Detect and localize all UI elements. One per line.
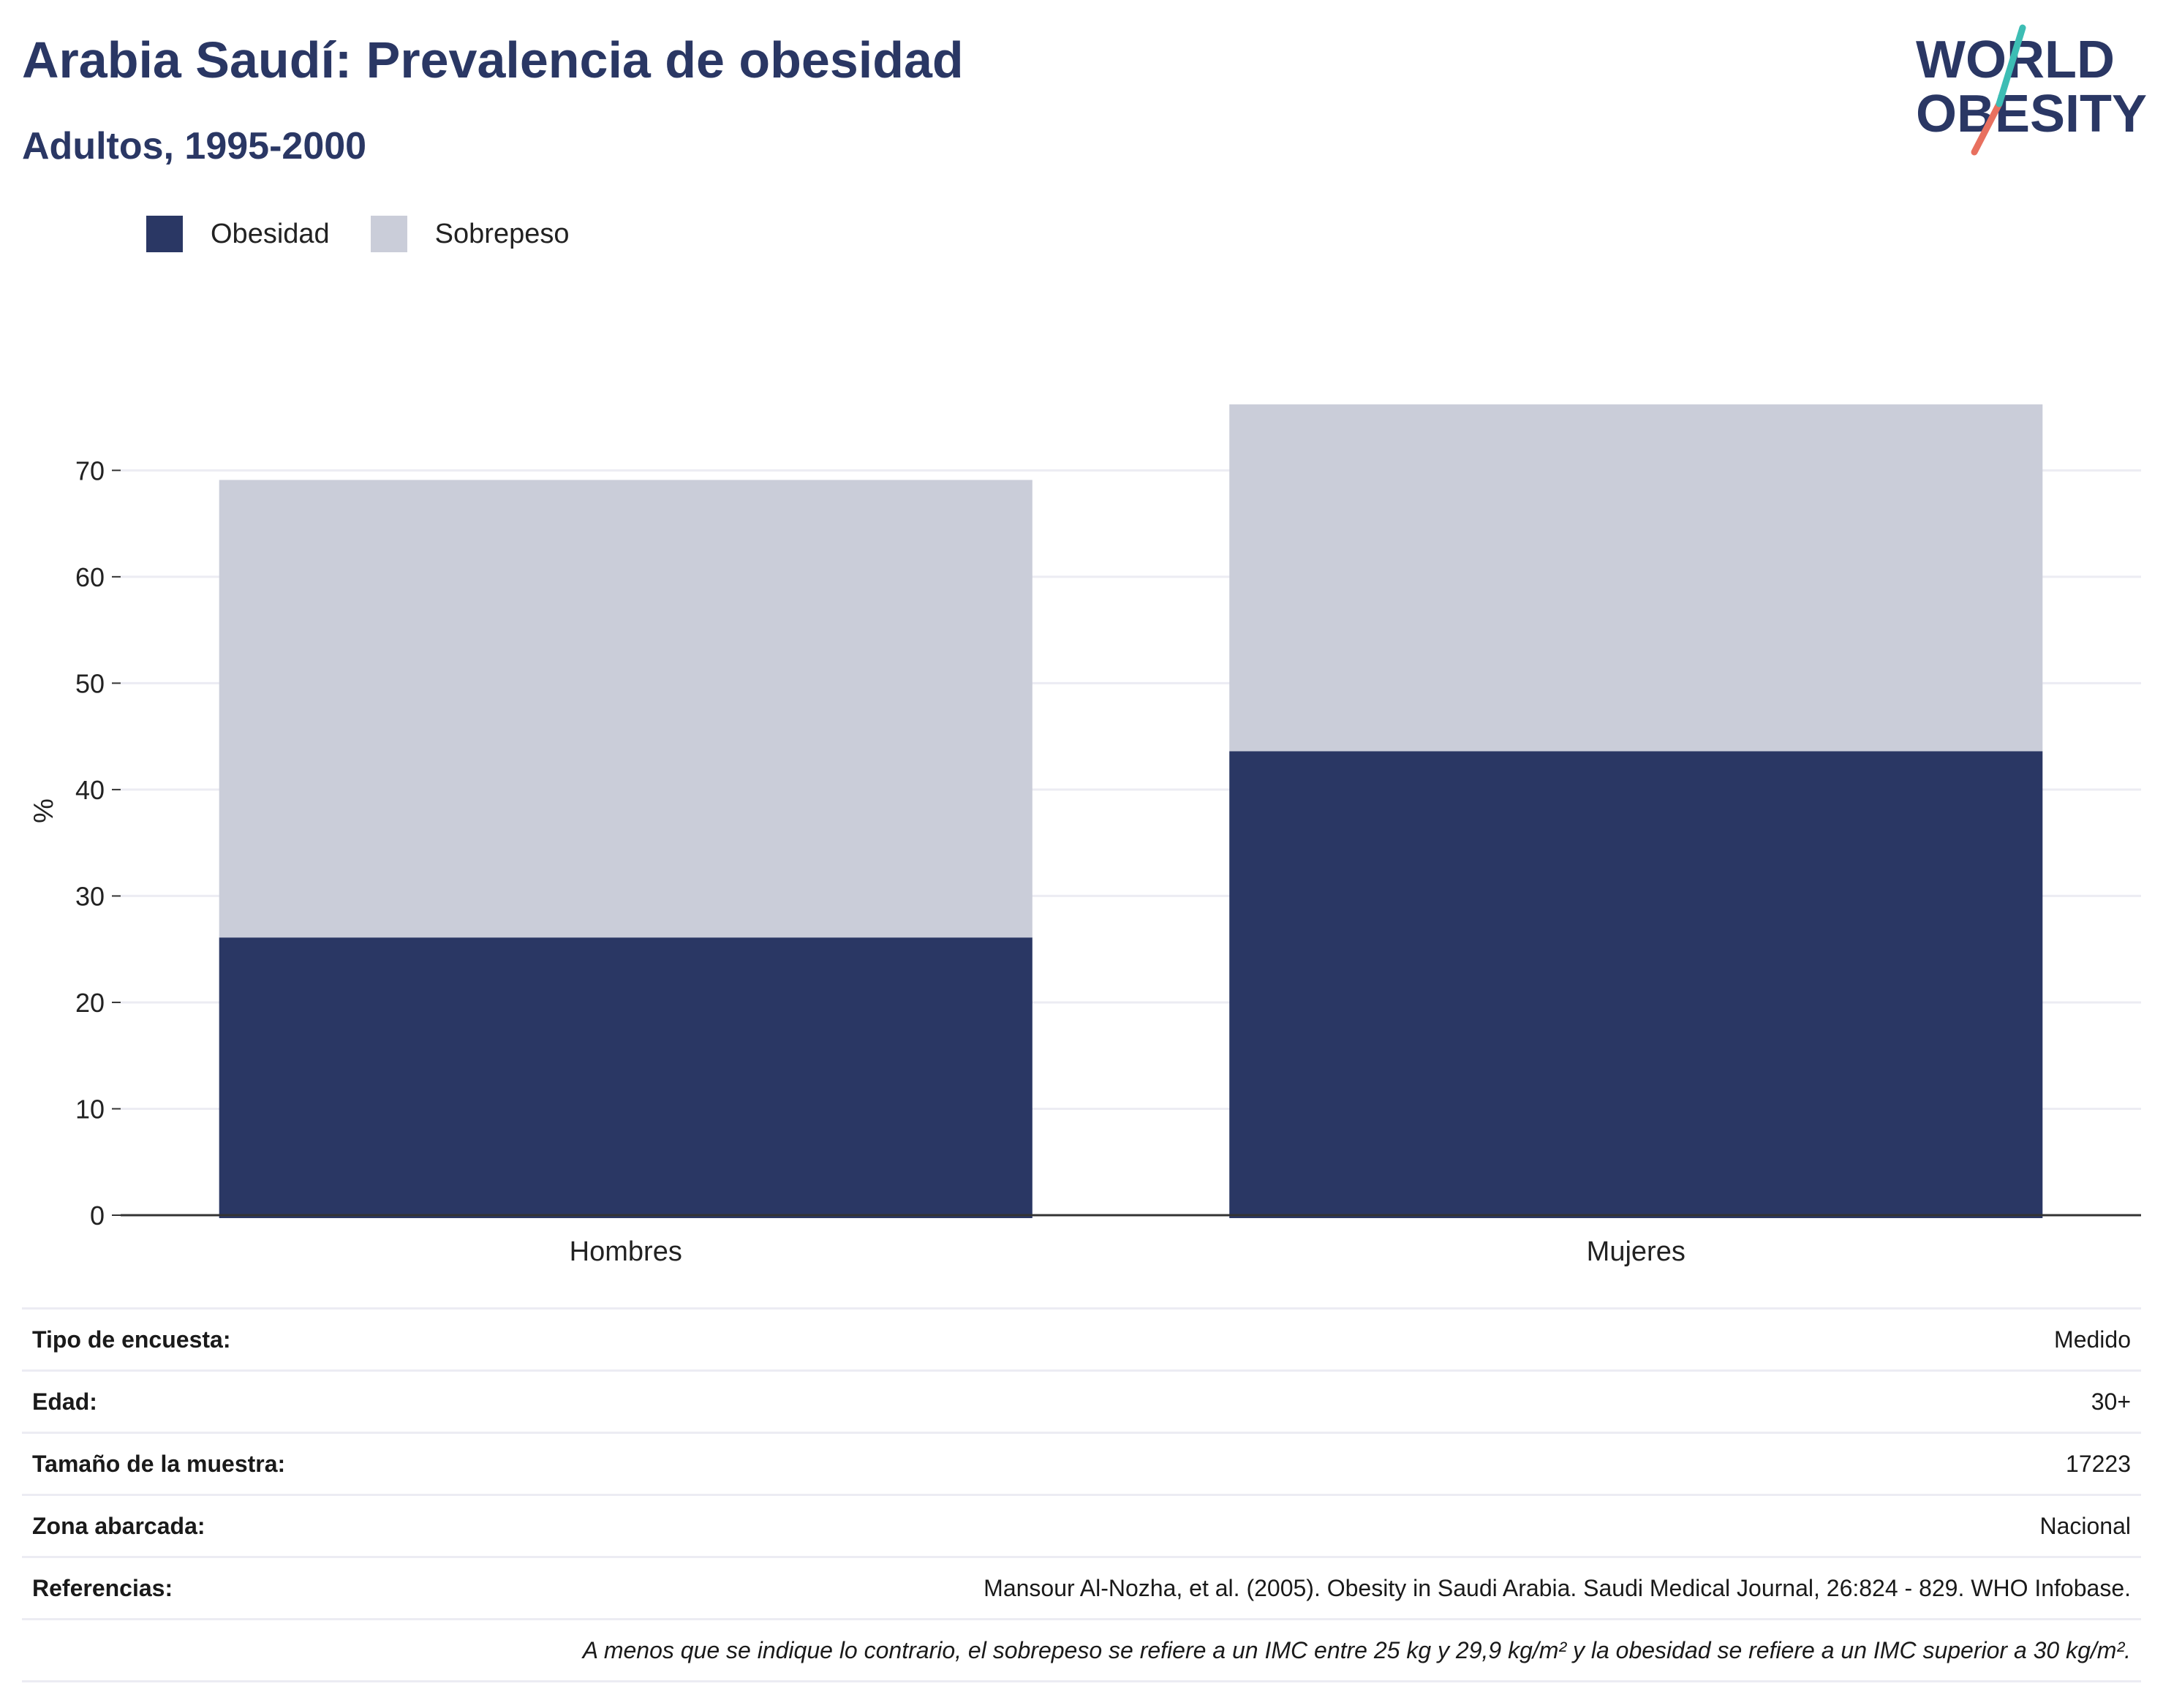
x-tick-label: Mujeres xyxy=(1587,1236,1686,1267)
stacked-bar-chart: 0 10 20 30 40 50 60 70% Hombres Mujeres xyxy=(29,404,2141,1267)
y-tick-label: 40 xyxy=(75,775,105,805)
metadata-label: Zona abarcada: xyxy=(22,1494,425,1557)
logo-line-2: OBESITY xyxy=(1916,85,2147,143)
y-axis-label: % xyxy=(29,798,59,823)
metadata-row: Zona abarcada: Nacional xyxy=(22,1494,2141,1557)
logo-slash-coral xyxy=(1971,100,2003,156)
metadata-label: Tamaño de la muestra: xyxy=(22,1432,425,1495)
metadata-row: Referencias: Mansour Al-Nozha, et al. (20… xyxy=(22,1556,2141,1620)
bar-sobrepeso-hombres xyxy=(219,480,1033,938)
y-tick-label: 60 xyxy=(75,562,105,592)
metadata-label: Tipo de encuesta: xyxy=(22,1307,425,1371)
legend-swatch-obesidad xyxy=(146,216,183,252)
legend-item-sobrepeso[interactable]: Sobrepeso xyxy=(370,216,570,252)
world-obesity-logo: WORLD OBESITY xyxy=(1916,24,2147,156)
y-tick-label: 20 xyxy=(75,988,105,1018)
metadata-value: Nacional xyxy=(424,1494,2141,1557)
metadata-label: Referencias: xyxy=(22,1556,425,1620)
y-tick-label: 30 xyxy=(75,881,105,911)
x-tick-label: Hombres xyxy=(570,1236,682,1267)
metadata-row: Tamaño de la muestra: 17223 xyxy=(22,1432,2141,1495)
legend: Obesidad Sobrepeso xyxy=(146,216,610,252)
bar-sobrepeso-mujeres xyxy=(1229,404,2043,752)
y-tick-label: 70 xyxy=(75,456,105,485)
chart-title: Arabia Saudí: Prevalencia de obesidad xyxy=(22,31,964,88)
y-tick-label: 0 xyxy=(90,1201,105,1231)
metadata-label: Edad: xyxy=(22,1369,425,1433)
metadata-value: Medido xyxy=(424,1307,2141,1371)
bar-obesidad-hombres xyxy=(219,937,1033,1218)
bar-obesidad-mujeres xyxy=(1229,751,2043,1218)
footnote: A menos que se indique lo contrario, el … xyxy=(22,1618,2141,1682)
legend-swatch-sobrepeso xyxy=(370,216,407,252)
legend-item-obesidad[interactable]: Obesidad xyxy=(146,216,330,252)
logo-slash-teal xyxy=(1996,24,2026,107)
metadata-value: 17223 xyxy=(424,1432,2141,1495)
y-tick-label: 50 xyxy=(75,668,105,698)
footnote-row: A menos que se indique lo contrario, el … xyxy=(22,1618,2141,1682)
y-tick-label: 10 xyxy=(75,1094,105,1124)
metadata-value: 30+ xyxy=(424,1369,2141,1433)
metadata-row: Edad: 30+ xyxy=(22,1369,2141,1433)
metadata-table: Tipo de encuesta: Medido Edad: 30+ Tamaño de… xyxy=(22,1307,2141,1682)
legend-label-sobrepeso: Sobrepeso xyxy=(434,218,570,249)
metadata-row: Tipo de encuesta: Medido xyxy=(22,1307,2141,1371)
chart-subtitle: Adultos, 1995-2000 xyxy=(22,125,367,167)
metadata-value: Mansour Al-Nozha, et al. (2005). Obesity… xyxy=(424,1556,2141,1620)
legend-label-obesidad: Obesidad xyxy=(211,218,330,249)
